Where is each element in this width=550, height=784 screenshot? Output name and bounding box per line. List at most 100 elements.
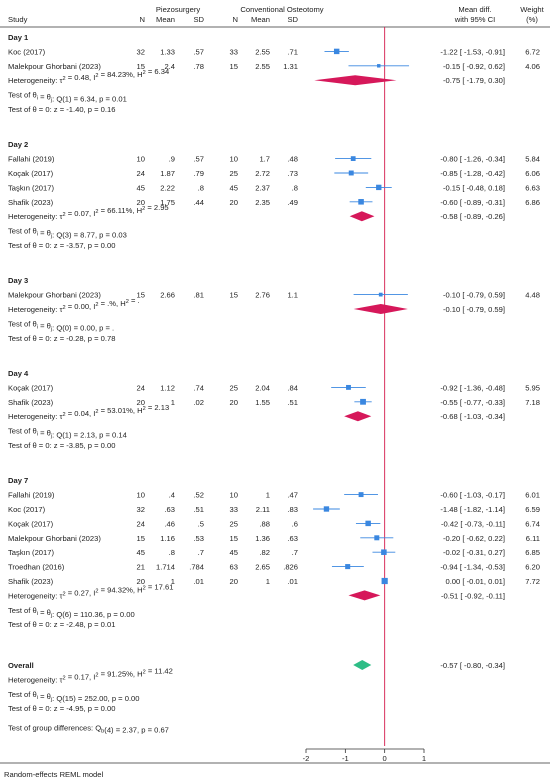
study-value: .52 bbox=[193, 491, 204, 500]
study-weight: 6.20 bbox=[525, 563, 540, 572]
study-weight: 6.59 bbox=[525, 505, 540, 514]
study-value: .79 bbox=[193, 169, 204, 178]
subgroup-label: Day 3 bbox=[8, 276, 28, 285]
study-value: 1.55 bbox=[255, 398, 270, 407]
overall-effect-test: Test of θ = 0: z = -4.95, p = 0.00 bbox=[8, 704, 115, 713]
study-value: 20 bbox=[137, 198, 145, 207]
study-name: Shafik (2023) bbox=[8, 398, 54, 407]
study-value: 2.72 bbox=[255, 169, 270, 178]
study-value: .6 bbox=[292, 519, 298, 528]
study-value: 45 bbox=[230, 548, 238, 557]
study-ci: -1.48 [ -1.82, -1.14] bbox=[440, 505, 505, 514]
subgroup-ci: -0.68 [ -1.03, -0.34] bbox=[440, 412, 505, 421]
study-name: Fallahi (2019) bbox=[8, 491, 55, 500]
study-value: 1.36 bbox=[255, 534, 270, 543]
study-value: 25 bbox=[230, 383, 238, 392]
column-header: SD bbox=[287, 15, 298, 24]
study-value: 24 bbox=[137, 519, 145, 528]
study-value: .826 bbox=[283, 563, 298, 572]
weight-header: (%) bbox=[526, 15, 538, 24]
subgroup-effect-test: Test of θ = 0: z = -2.48, p = 0.01 bbox=[8, 620, 115, 629]
study-value: .01 bbox=[193, 577, 204, 586]
study-header: Study bbox=[8, 15, 28, 24]
study-marker bbox=[358, 199, 364, 205]
study-weight: 5.84 bbox=[525, 155, 540, 164]
subgroup-diamond bbox=[349, 211, 375, 222]
x-tick-label: 0 bbox=[383, 754, 387, 763]
subgroup-homogeneity-test: Test of θi = θj: Q(0) = 0.00, p = . bbox=[8, 319, 114, 332]
study-value: .53 bbox=[193, 534, 204, 543]
study-value: 10 bbox=[230, 491, 238, 500]
study-value: 33 bbox=[230, 505, 238, 514]
study-weight: 4.06 bbox=[525, 62, 540, 71]
study-value: .78 bbox=[193, 62, 204, 71]
subgroup-label: Day 7 bbox=[8, 476, 28, 485]
study-value: .63 bbox=[164, 505, 175, 514]
study-value: 21 bbox=[137, 563, 145, 572]
study-ci: -0.15 [ -0.48, 0.18] bbox=[443, 183, 505, 192]
study-value: 2.37 bbox=[255, 183, 270, 192]
subgroup-effect-test: Test of θ = 0: z = -1.40, p = 0.16 bbox=[8, 105, 115, 114]
study-value: 15 bbox=[137, 62, 145, 71]
group2-header: Conventional Osteotomy bbox=[240, 5, 323, 14]
subgroup-heterogeneity: Heterogeneity: τ2 = 0.00, I2 = .%, H2 = … bbox=[8, 296, 140, 314]
study-marker bbox=[323, 506, 330, 512]
subgroup-heterogeneity: Heterogeneity: τ2 = 0.48, I2 = 84.23%, H… bbox=[8, 67, 169, 85]
study-ci: -0.80 [ -1.26, -0.34] bbox=[440, 155, 505, 164]
column-header: Mean bbox=[156, 15, 175, 24]
study-value: .84 bbox=[287, 383, 298, 392]
subgroup-ci: -0.10 [ -0.79, 0.59] bbox=[443, 305, 505, 314]
study-weight: 6.74 bbox=[525, 519, 540, 528]
overall-diamond bbox=[353, 660, 372, 670]
study-value: .88 bbox=[259, 519, 270, 528]
study-value: 2.11 bbox=[256, 505, 270, 514]
x-tick-label: -1 bbox=[342, 754, 349, 763]
study-value: 2.22 bbox=[160, 183, 175, 192]
study-value: 20 bbox=[230, 577, 238, 586]
study-name: Koc (2017) bbox=[8, 47, 46, 56]
subgroup-ci: -0.51 [ -0.92, -0.11] bbox=[441, 591, 505, 600]
study-value: .4 bbox=[169, 491, 175, 500]
study-weight: 6.06 bbox=[525, 169, 540, 178]
study-value: .81 bbox=[193, 291, 204, 300]
subgroup-effect-test: Test of θ = 0: z = -3.57, p = 0.00 bbox=[8, 241, 115, 250]
study-marker bbox=[381, 549, 387, 555]
study-value: 1.33 bbox=[160, 47, 175, 56]
study-value: 1 bbox=[171, 577, 175, 586]
weight-header: Weight bbox=[520, 5, 544, 14]
study-weight: 6.11 bbox=[526, 534, 540, 543]
subgroup-label: Day 2 bbox=[8, 140, 28, 149]
study-value: 2.65 bbox=[255, 563, 270, 572]
study-marker bbox=[381, 577, 388, 585]
study-ci: -0.94 [ -1.34, -0.53] bbox=[440, 563, 505, 572]
study-value: 45 bbox=[137, 183, 145, 192]
study-value: 24 bbox=[137, 169, 145, 178]
study-value: 20 bbox=[230, 198, 238, 207]
study-weight: 6.72 bbox=[525, 47, 540, 56]
study-marker bbox=[377, 64, 381, 68]
x-tick-label: -2 bbox=[303, 754, 310, 763]
study-value: .63 bbox=[287, 534, 298, 543]
overall-homogeneity-test: Test of θi = θj: Q(15) = 252.00, p = 0.0… bbox=[8, 690, 140, 703]
study-ci: -0.15 [ -0.92, 0.62] bbox=[443, 62, 505, 71]
overall-ci: -0.57 [ -0.80, -0.34] bbox=[440, 661, 505, 670]
study-value: .9 bbox=[169, 155, 175, 164]
subgroup-diamond bbox=[344, 411, 372, 422]
study-marker bbox=[346, 384, 351, 390]
study-value: 32 bbox=[137, 505, 145, 514]
study-value: 1.1 bbox=[287, 291, 298, 300]
subgroup-label: Day 4 bbox=[8, 369, 29, 378]
study-value: .01 bbox=[287, 577, 298, 586]
study-ci: -0.02 [ -0.31, 0.27] bbox=[443, 548, 505, 557]
study-value: .51 bbox=[193, 505, 204, 514]
study-ci: -0.10 [ -0.79, 0.59] bbox=[443, 291, 505, 300]
group-difference-test: Test of group differences: Qb(4) = 2.37,… bbox=[8, 724, 169, 735]
study-value: 20 bbox=[230, 398, 238, 407]
study-value: 1.87 bbox=[160, 169, 175, 178]
study-value: .46 bbox=[164, 519, 175, 528]
study-value: .8 bbox=[198, 183, 204, 192]
study-value: .57 bbox=[193, 155, 204, 164]
study-value: .44 bbox=[193, 198, 204, 207]
study-name: Koçak (2017) bbox=[8, 519, 54, 528]
